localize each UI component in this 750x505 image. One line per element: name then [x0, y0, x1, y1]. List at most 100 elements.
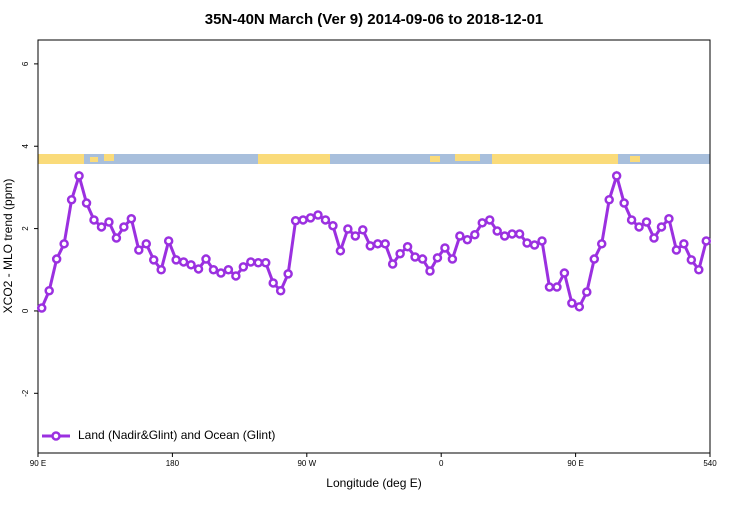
data-point: [275, 286, 286, 296]
x-tick-label: 90 E: [30, 459, 46, 468]
data-point: [178, 257, 189, 267]
data-point: [216, 268, 226, 278]
data-point: [619, 198, 629, 208]
data-point: [260, 258, 271, 268]
data-point: [507, 229, 517, 239]
data-point: [238, 262, 249, 272]
data-point: [231, 271, 241, 281]
data-point: [694, 265, 704, 275]
data-point: [283, 269, 293, 279]
plot-frame: [37, 39, 711, 454]
data-point: [246, 257, 256, 267]
data-point: [96, 222, 107, 232]
data-point: [589, 254, 600, 264]
data-point: [313, 210, 323, 220]
y-tick-label: 2: [21, 226, 30, 231]
data-point: [582, 287, 592, 297]
data-point: [604, 195, 614, 205]
data-point: [641, 217, 652, 227]
data-point: [559, 268, 570, 278]
x-tick-label: 90 W: [297, 459, 316, 468]
data-point: [81, 198, 92, 208]
data-point: [298, 215, 308, 225]
x-tick-label: 0: [439, 459, 444, 468]
data-point: [201, 254, 211, 264]
data-point: [320, 215, 331, 225]
data-point: [372, 239, 383, 249]
y-tick-label: -2: [21, 389, 30, 397]
data-point: [596, 239, 607, 249]
data-point: [626, 215, 637, 225]
data-point: [634, 222, 644, 232]
data-point: [74, 171, 84, 181]
data-point: [402, 241, 413, 252]
data-point: [686, 255, 697, 265]
legend-label: Land (Nadir&Glint) and Ocean (Glint): [78, 428, 275, 442]
data-point: [343, 224, 353, 234]
data-point: [514, 229, 525, 239]
data-point: [358, 225, 368, 235]
data-point: [66, 195, 77, 205]
data-point: [574, 302, 585, 312]
y-axis-label: XCO2 - MLO trend (ppm): [1, 179, 15, 314]
data-point: [410, 252, 420, 262]
x-tick-label: 90 E: [567, 459, 583, 468]
data-point: [552, 282, 562, 292]
data-point: [328, 220, 338, 231]
data-point: [104, 217, 114, 227]
data-point: [148, 255, 159, 265]
data-point: [365, 241, 376, 251]
data-point: [193, 264, 204, 274]
data-point: [380, 239, 390, 249]
x-axis-label: Longitude (deg E): [326, 476, 421, 490]
data-point: [186, 260, 196, 270]
data-point: [499, 231, 510, 241]
data-point: [649, 233, 659, 243]
data-point: [163, 236, 174, 246]
data-point: [350, 231, 361, 241]
data-point: [36, 303, 47, 313]
data-point: [440, 243, 450, 253]
data-point: [268, 278, 278, 288]
data-point: [417, 254, 428, 264]
data-point: [253, 258, 264, 268]
data-point: [567, 298, 577, 308]
y-tick-label: 4: [21, 143, 30, 148]
data-point: [432, 253, 443, 263]
data-point: [544, 282, 555, 292]
x-tick-label: 180: [166, 459, 180, 468]
data-point: [395, 248, 405, 259]
data-point: [59, 239, 69, 249]
data-point: [679, 239, 689, 249]
data-point: [470, 230, 480, 240]
data-point: [477, 218, 488, 228]
data-point: [119, 222, 129, 232]
data-point: [335, 246, 346, 256]
legend-marker: [51, 431, 61, 441]
data-point: [701, 236, 712, 246]
chart-title: 35N-40N March (Ver 9) 2014-09-06 to 2018…: [205, 11, 544, 28]
data-point: [462, 234, 473, 245]
data-point: [208, 265, 219, 275]
data-point: [455, 231, 465, 241]
data-point: [484, 215, 495, 225]
y-tick-label: 0: [21, 308, 30, 313]
data-point: [171, 255, 181, 265]
data-point: [656, 222, 667, 232]
data-point: [290, 216, 301, 226]
data-point: [305, 213, 316, 223]
x-tick-label: 540: [703, 459, 717, 468]
data-point: [492, 226, 502, 236]
data-point: [537, 236, 547, 246]
land-ocean-strip: [38, 154, 710, 164]
data-point: [522, 238, 532, 248]
data-point: [51, 254, 62, 264]
data-point: [387, 259, 398, 269]
data-point: [141, 239, 152, 249]
data-point: [447, 254, 458, 264]
data-point: [126, 213, 137, 224]
data-point: [664, 213, 674, 224]
y-tick-label: 6: [21, 61, 30, 66]
data-point: [529, 240, 540, 250]
